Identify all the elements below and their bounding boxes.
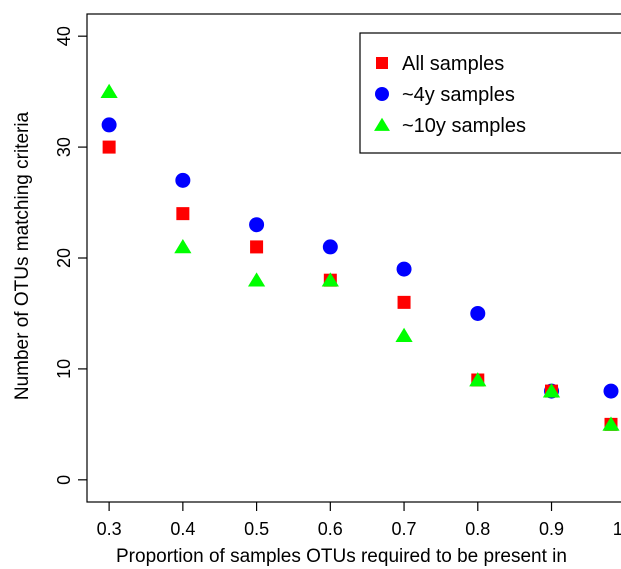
x-tick-label: 0.6 <box>318 519 343 539</box>
circle-point <box>175 172 191 188</box>
square-point <box>176 207 190 221</box>
x-axis: 0.3 0.4 0.5 0.6 0.7 0.8 0.9 1.0 <box>97 502 621 539</box>
legend-label: ~10y samples <box>402 115 526 137</box>
legend-label: ~4y samples <box>402 84 515 106</box>
triangle-point <box>100 83 118 98</box>
legend-label: All samples <box>402 53 504 75</box>
y-tick-label: 30 <box>54 137 74 157</box>
square-point <box>102 140 116 154</box>
triangle-point <box>542 383 561 398</box>
x-tick-label: 0.4 <box>170 519 195 539</box>
y-tick-label: 0 <box>54 475 74 485</box>
y-axis: 0 10 20 30 40 <box>54 26 87 485</box>
circle-point <box>322 239 338 255</box>
y-tick-label: 10 <box>54 359 74 379</box>
triangle-point <box>174 239 192 254</box>
legend: All samples ~4y samples ~10y samples <box>359 32 621 154</box>
legend-box <box>359 32 621 154</box>
triangle-point <box>395 327 413 342</box>
circle-point <box>396 261 412 277</box>
y-tick-label: 40 <box>54 26 74 46</box>
triangle-point <box>247 272 266 287</box>
legend-square-marker <box>376 57 388 69</box>
circle-point <box>249 217 265 233</box>
square-point <box>250 240 264 254</box>
x-axis-label: Proportion of samples OTUs required to b… <box>116 546 567 567</box>
legend-triangle-marker <box>374 117 390 131</box>
triangle-point <box>321 272 339 287</box>
square-point <box>397 295 411 309</box>
triangle-point <box>602 416 620 431</box>
x-tick-label: 0.5 <box>244 519 269 539</box>
x-tick-label: 0.9 <box>539 519 564 539</box>
x-tick-label: 0.8 <box>465 519 490 539</box>
y-tick-label: 20 <box>54 248 74 268</box>
triangle-point <box>469 372 487 387</box>
x-tick-label: 0.7 <box>392 519 417 539</box>
data-points <box>100 83 620 431</box>
circle-point <box>470 305 486 321</box>
y-axis-label: Number of OTUs matching criteria <box>12 111 33 400</box>
circle-point <box>101 117 117 133</box>
x-tick-label: 0.3 <box>97 519 122 539</box>
legend-circle-marker <box>375 87 389 101</box>
circle-point <box>603 383 619 399</box>
x-tick-label: 1.0 <box>613 519 621 539</box>
